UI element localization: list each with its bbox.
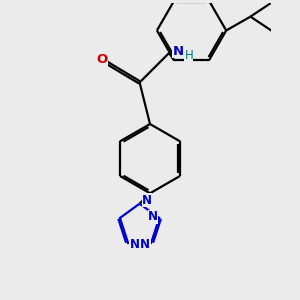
Text: N: N bbox=[142, 194, 152, 207]
Text: N: N bbox=[172, 45, 184, 58]
Text: O: O bbox=[96, 53, 107, 66]
Text: H: H bbox=[184, 49, 193, 62]
Text: N: N bbox=[148, 210, 158, 223]
Text: N: N bbox=[140, 238, 150, 251]
Text: N: N bbox=[130, 238, 140, 251]
